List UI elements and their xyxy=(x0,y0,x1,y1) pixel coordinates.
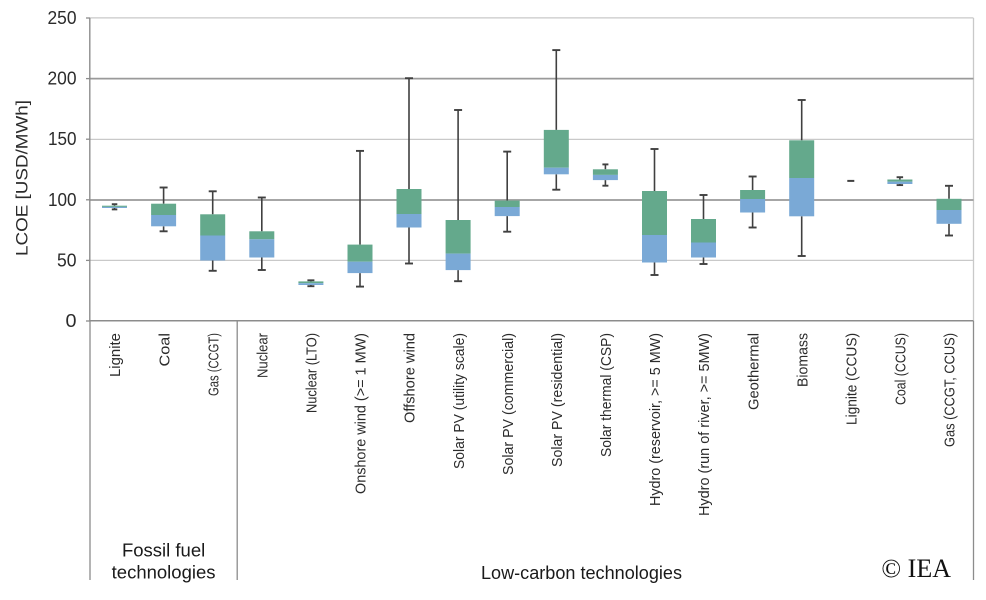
svg-text:Solar PV (residential): Solar PV (residential) xyxy=(549,333,566,467)
svg-text:Solar thermal (CSP): Solar thermal (CSP) xyxy=(598,333,615,457)
svg-text:technologies: technologies xyxy=(112,562,216,583)
svg-text:Coal: Coal xyxy=(156,333,173,367)
svg-text:Coal (CCUS): Coal (CCUS) xyxy=(893,333,910,405)
svg-text:Lignite: Lignite xyxy=(107,333,124,377)
svg-text:200: 200 xyxy=(48,69,77,89)
svg-text:Solar PV (utility scale): Solar PV (utility scale) xyxy=(451,333,468,469)
svg-text:150: 150 xyxy=(48,129,77,149)
svg-text:Fossil fuel: Fossil fuel xyxy=(122,540,205,561)
svg-text:Nuclear (LTO): Nuclear (LTO) xyxy=(304,333,321,413)
svg-text:LCOE [USD/MWh]: LCOE [USD/MWh] xyxy=(14,100,32,256)
svg-text:0: 0 xyxy=(66,311,77,331)
svg-text:Onshore wind (>= 1 MW): Onshore wind (>= 1 MW) xyxy=(353,333,370,494)
svg-text:250: 250 xyxy=(48,8,77,28)
svg-text:Gas (CCGT, CCUS): Gas (CCGT, CCUS) xyxy=(942,333,959,447)
svg-text:Nuclear: Nuclear xyxy=(255,333,272,378)
svg-text:100: 100 xyxy=(48,190,77,210)
svg-text:Lignite (CCUS): Lignite (CCUS) xyxy=(844,333,861,425)
svg-text:Gas (CCGT): Gas (CCGT) xyxy=(205,333,222,396)
svg-text:50: 50 xyxy=(57,250,77,270)
svg-text:Geothermal: Geothermal xyxy=(745,333,762,410)
svg-text:Offshore wind: Offshore wind xyxy=(402,333,419,423)
svg-text:Solar PV (commercial): Solar PV (commercial) xyxy=(500,333,517,475)
svg-text:Biomass: Biomass xyxy=(794,333,811,387)
svg-text:Hydro (reservoir, >= 5 MW): Hydro (reservoir, >= 5 MW) xyxy=(647,333,664,506)
svg-text:Low-carbon technologies: Low-carbon technologies xyxy=(481,562,682,583)
svg-text:Hydro (run of river, >= 5MW): Hydro (run of river, >= 5MW) xyxy=(696,333,713,516)
svg-text:© IEA: © IEA xyxy=(881,554,951,583)
